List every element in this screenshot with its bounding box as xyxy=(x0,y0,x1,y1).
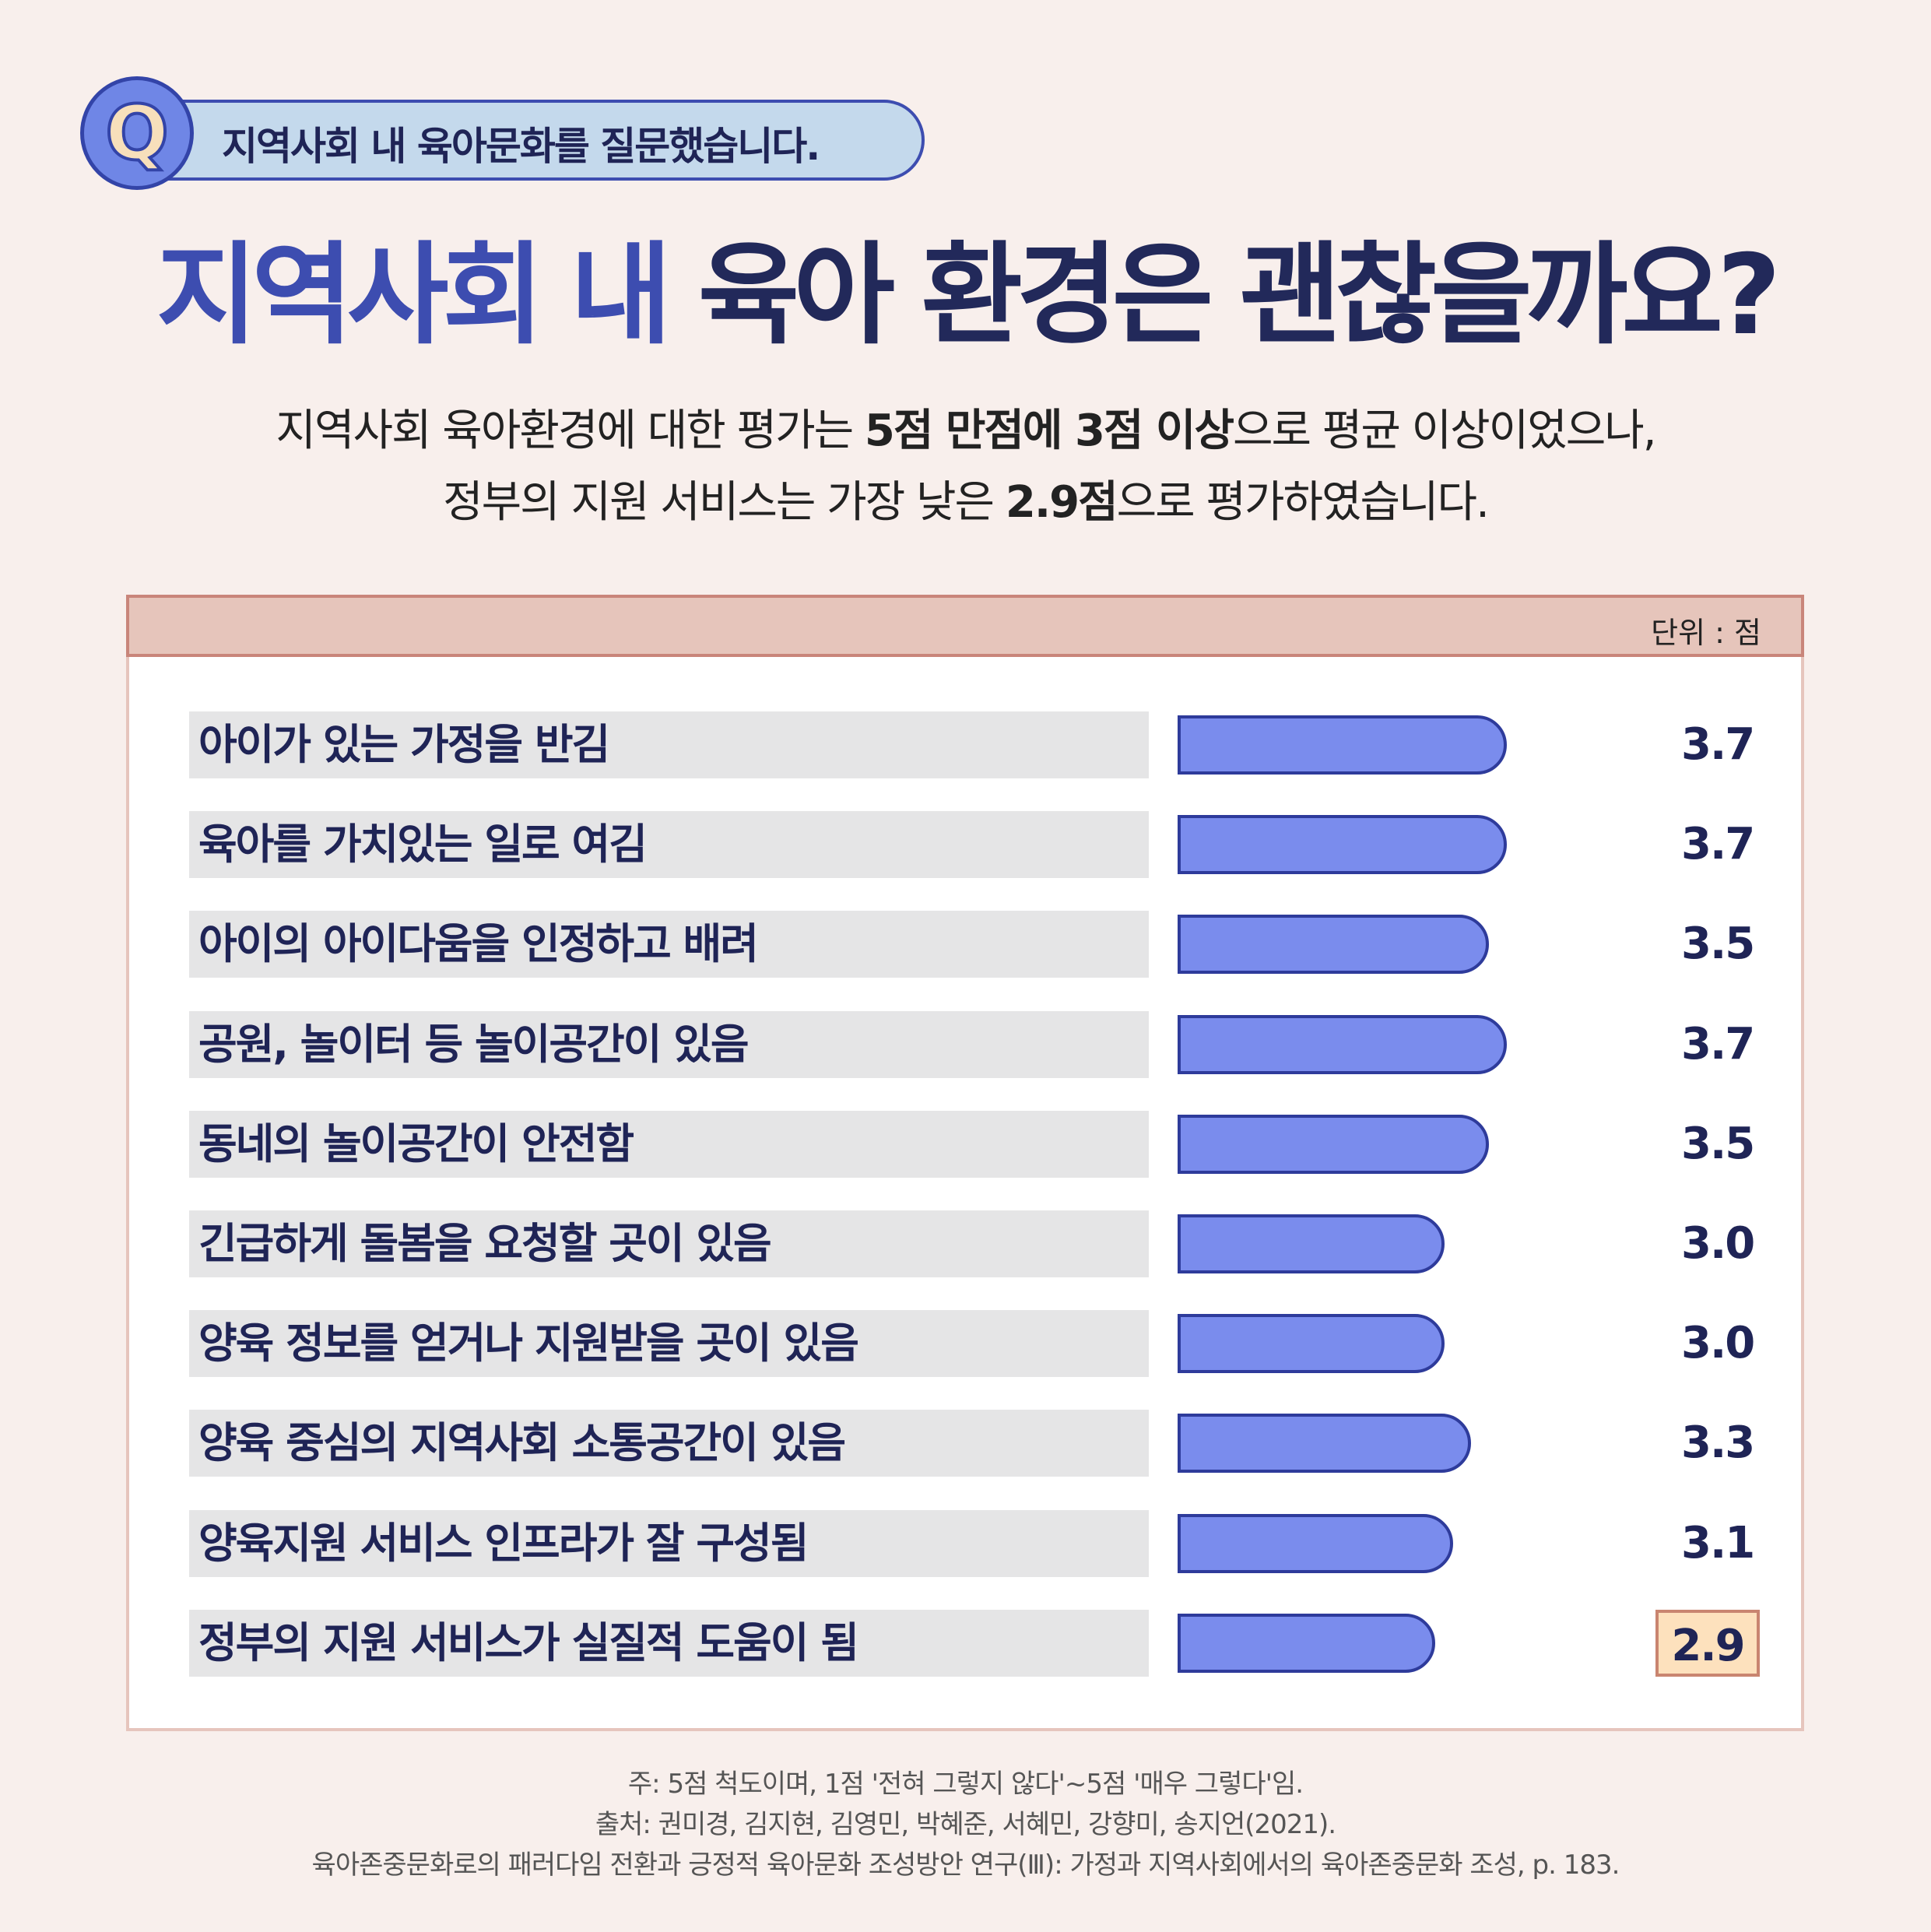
page-title: 지역사회 내 육아 환경은 괜찮을까요? xyxy=(0,218,1931,374)
category-label-bg xyxy=(189,1410,1149,1477)
bar xyxy=(1178,815,1507,874)
unit-label: 단위 : 점 xyxy=(1651,616,1761,650)
category-label-bg xyxy=(189,1310,1149,1377)
title-part1: 지역사회 내 xyxy=(156,231,672,360)
value-label: 3.7 xyxy=(1681,819,1755,869)
category-label-bg xyxy=(189,1510,1149,1577)
category-label: 아이의 아이다움을 인정하고 배려 xyxy=(198,919,759,968)
note-scale: 주: 5점 척도이며, 1점 '전혀 그렇지 않다'~5점 '매우 그렇다'임. xyxy=(627,1769,1304,1800)
value-label: 3.5 xyxy=(1681,1119,1755,1169)
subtitle-line2-c: 으로 평가하였습니다. xyxy=(1116,477,1490,528)
subtitle-line1-emphasis: 5점 만점에 3점 이상 xyxy=(864,406,1234,456)
subtitle-line2-emphasis: 2.9점 xyxy=(1005,477,1118,528)
bar xyxy=(1178,1115,1489,1174)
category-label-bg xyxy=(189,1011,1149,1078)
bar xyxy=(1178,915,1489,974)
category-label-bg xyxy=(189,1610,1149,1677)
value-label-highlight: 2.9 xyxy=(1655,1610,1760,1677)
subtitle-line2: 정부의 지원 서비스는 가장 낮은 2.9점으로 평가하였습니다. xyxy=(0,467,1931,539)
note-source: 출처: 권미경, 김지현, 김영민, 박혜준, 서혜민, 강향미, 송지언(20… xyxy=(595,1809,1336,1840)
note-reference: 육아존중문화로의 패러다임 전환과 긍정적 육아문화 조성방안 연구(Ⅲ): 가… xyxy=(311,1849,1620,1881)
bar xyxy=(1178,1015,1507,1074)
value-label: 3.7 xyxy=(1681,1019,1755,1070)
question-banner xyxy=(109,100,925,181)
category-label-bg xyxy=(189,911,1149,978)
category-label: 양육 정보를 얻거나 지원받을 곳이 있음 xyxy=(198,1319,859,1368)
bar xyxy=(1178,1314,1445,1373)
value-label: 3.0 xyxy=(1681,1318,1755,1368)
category-label: 동네의 놀이공간이 안전함 xyxy=(198,1119,634,1168)
subtitle-line2-a: 정부의 지원 서비스는 가장 낮은 xyxy=(443,477,1006,528)
chart-panel-header xyxy=(126,595,1804,657)
bar xyxy=(1178,1214,1445,1273)
category-label-bg xyxy=(189,811,1149,878)
value-label: 3.1 xyxy=(1681,1518,1755,1568)
subtitle-line1-a: 지역사회 육아환경에 대한 평가는 xyxy=(276,406,865,456)
category-label-bg xyxy=(189,1111,1149,1178)
value-label: 3.3 xyxy=(1681,1417,1755,1468)
category-label: 양육 중심의 지역사회 소통공간이 있음 xyxy=(198,1418,846,1467)
question-text: 지역사회 내 육아문화를 질문했습니다. xyxy=(222,124,820,169)
category-label-bg xyxy=(189,711,1149,778)
category-label: 육아를 가치있는 일로 여김 xyxy=(198,820,648,869)
bar xyxy=(1178,715,1507,775)
value-label: 3.7 xyxy=(1681,719,1755,770)
title-part2: 육아 환경은 괜찮을까요? xyxy=(697,231,1782,360)
category-label: 양육지원 서비스 인프라가 잘 구성됨 xyxy=(198,1519,809,1568)
category-label: 아이가 있는 가정을 반김 xyxy=(198,720,610,769)
question-badge xyxy=(80,76,194,190)
category-label: 긴급하게 돌봄을 요청할 곳이 있음 xyxy=(198,1219,772,1268)
subtitle-line1: 지역사회 육아환경에 대한 평가는 5점 만점에 3점 이상으로 평균 이상이었… xyxy=(0,395,1931,467)
value-label: 3.5 xyxy=(1681,919,1755,969)
bar xyxy=(1178,1514,1453,1573)
value-label: 3.0 xyxy=(1681,1218,1755,1269)
bar xyxy=(1178,1414,1471,1473)
bar xyxy=(1178,1614,1435,1673)
category-label: 정부의 지원 서비스가 실질적 도움이 됨 xyxy=(198,1618,859,1667)
category-label-bg xyxy=(189,1210,1149,1277)
question-badge-letter: Q xyxy=(104,88,170,178)
subtitle-line1-c: 으로 평균 이상이었으나, xyxy=(1232,406,1657,456)
category-label: 공원, 놀이터 등 놀이공간이 있음 xyxy=(198,1020,750,1069)
subtitle: 지역사회 육아환경에 대한 평가는 5점 만점에 3점 이상으로 평균 이상이었… xyxy=(0,395,1931,539)
